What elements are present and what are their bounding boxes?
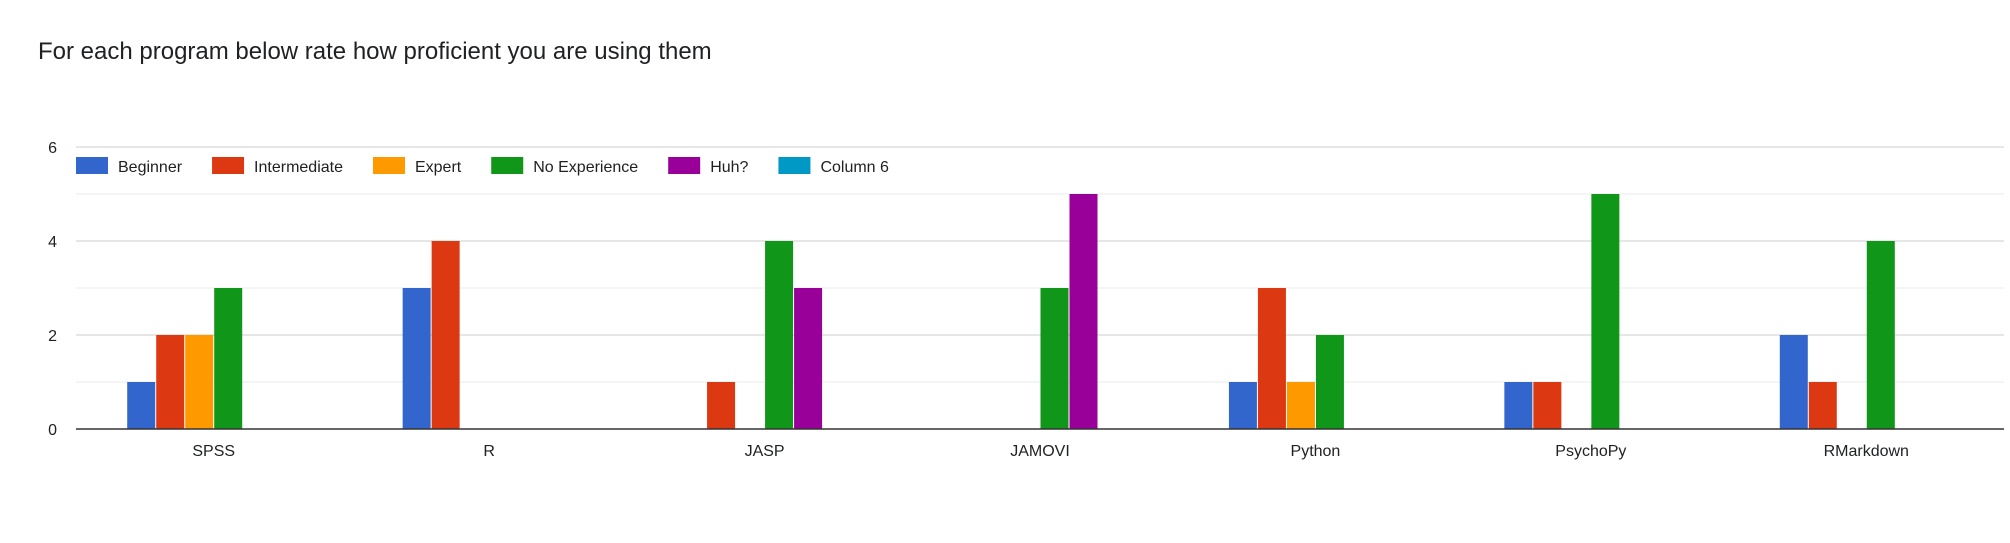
x-tick-label: JAMOVI [1010,443,1070,460]
bar-beginner-spss [127,382,156,429]
bar-no-experience-psychopy [1591,194,1620,429]
y-tick-label: 4 [48,234,57,251]
bar-intermediate-python [1257,288,1286,429]
bars [127,194,1895,429]
y-axis-ticks: 0 2 4 6 [48,140,57,439]
legend-swatch [212,157,245,174]
x-axis-ticks: SPSS R JASP JAMOVI Python PsychoPy RMarkdown [192,443,1909,460]
legend-item[interactable]: Intermediate [212,157,343,176]
legend-swatch [491,157,524,174]
chart-title: For each program below rate how proficie… [38,38,712,65]
legend-swatch [668,157,701,174]
bar-beginner-r [402,288,431,429]
legend-label: No Experience [533,159,638,176]
bar-beginner-python [1228,382,1257,429]
legend: Beginner Intermediate Expert No Experience H… [76,157,889,176]
y-tick-label: 6 [48,140,57,157]
legend-label: Expert [415,159,462,176]
legend-swatch [76,157,108,174]
bar-expert-spss [185,335,214,429]
x-tick-label: JASP [745,443,785,460]
bar-intermediate-rmarkdown [1808,382,1837,429]
grid-lines [76,146,2004,383]
legend-item[interactable]: Beginner [76,157,183,176]
bar-intermediate-r [431,241,460,429]
legend-item[interactable]: Huh? [668,157,749,176]
bar-no-experience-rmarkdown [1866,241,1895,429]
bar-beginner-rmarkdown [1779,335,1808,429]
legend-item[interactable]: No Experience [491,157,638,176]
bar-no-experience-spss [214,288,243,429]
bar-no-experience-python [1315,335,1344,429]
bar-no-experience-jasp [765,241,794,429]
x-tick-label: RMarkdown [1824,443,1909,460]
y-tick-label: 0 [48,422,57,439]
bar-huh-jamovi [1069,194,1098,429]
bar-intermediate-psychopy [1533,382,1562,429]
legend-label: Huh? [710,159,748,176]
legend-label: Column 6 [820,159,889,176]
x-tick-label: R [483,443,495,460]
x-tick-label: Python [1291,443,1341,460]
x-tick-label: SPSS [192,443,235,460]
bar-expert-python [1286,382,1315,429]
legend-item[interactable]: Expert [372,157,462,176]
legend-item[interactable]: Column 6 [778,157,889,176]
legend-label: Intermediate [254,159,343,176]
bar-huh-jasp [794,288,823,429]
bar-intermediate-jasp [707,382,736,429]
legend-label: Beginner [118,159,183,176]
bar-no-experience-jamovi [1040,288,1069,429]
y-tick-label: 2 [48,328,57,345]
bar-intermediate-spss [156,335,185,429]
legend-swatch [372,157,405,174]
x-tick-label: PsychoPy [1555,443,1626,460]
bar-beginner-psychopy [1504,382,1533,429]
legend-swatch [778,157,811,174]
